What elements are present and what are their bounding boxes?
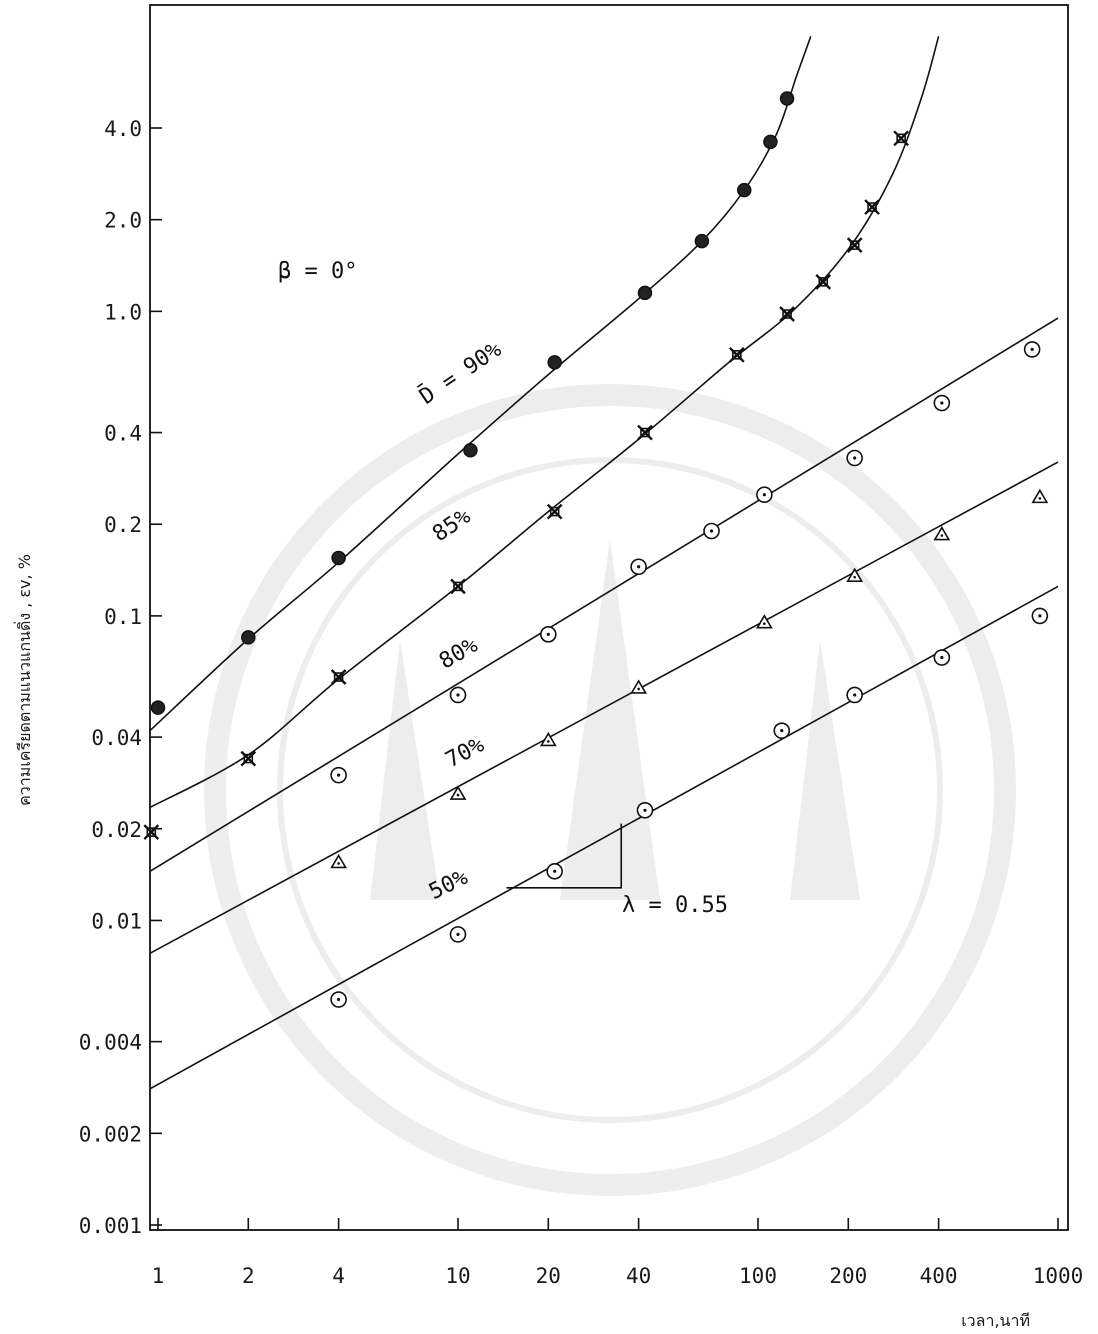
data-point-marker <box>864 199 880 215</box>
series-curve-1 <box>149 36 940 809</box>
y-axis-ticks: 0.001 0.002 0.004 0.01 0.02 0.04 0.1 0.2 0.4 1.0 2… <box>79 117 162 1238</box>
y-tick-label: 0.02 <box>91 818 142 842</box>
y-tick-label: 0.04 <box>91 726 142 750</box>
data-point-marker <box>539 731 557 747</box>
data-point-marker <box>330 853 348 869</box>
series-label: 80% <box>435 633 482 675</box>
slope-triangle <box>506 823 623 889</box>
data-point-marker <box>755 614 773 629</box>
x-tick-label: 20 <box>536 1264 561 1288</box>
data-point-marker <box>637 424 653 441</box>
y-tick-label: 0.001 <box>79 1214 142 1238</box>
data-point-marker <box>933 525 951 541</box>
data-point-marker <box>150 700 166 715</box>
data-point-marker <box>449 785 467 800</box>
data-point-marker <box>846 567 864 583</box>
series-label: 70% <box>442 732 489 773</box>
x-axis-title: เวลา,นาที <box>961 1311 1030 1330</box>
data-point-marker <box>330 766 347 784</box>
data-point-marker <box>450 578 466 595</box>
x-tick-label: 400 <box>920 1264 958 1288</box>
data-point-marker <box>630 558 647 576</box>
data-point-marker <box>1023 341 1041 358</box>
data-point-marker <box>846 686 863 704</box>
data-point-marker <box>630 679 648 694</box>
data-point-marker <box>779 306 795 322</box>
data-point-marker <box>728 346 745 363</box>
series-curve-4 <box>149 585 1059 1090</box>
data-point-marker <box>694 233 710 249</box>
x-tick-label: 10 <box>445 1264 470 1288</box>
y-tick-label: 0.002 <box>79 1122 142 1146</box>
y-tick-label: 4.0 <box>104 117 142 141</box>
data-point-marker <box>756 486 773 504</box>
data-point-marker <box>449 926 467 943</box>
y-tick-label: 0.01 <box>91 909 142 933</box>
data-point-marker <box>240 750 257 767</box>
y-axis-title: ความเครียดตามแนวแกนดิ่ง , εv, % <box>13 554 34 806</box>
x-axis-ticks: 1 2 4 10 20 40 100 200 400 1000 <box>152 1218 1084 1288</box>
data-point-marker <box>1031 488 1049 504</box>
data-point-marker <box>331 550 346 566</box>
x-tick-label: 40 <box>626 1264 651 1288</box>
x-tick-label: 100 <box>739 1264 777 1288</box>
lambda-annotation: λ = 0.55 <box>622 893 728 918</box>
data-point-marker <box>763 134 778 150</box>
x-tick-label: 200 <box>829 1264 867 1288</box>
data-point-marker <box>449 686 467 704</box>
y-tick-label: 2.0 <box>104 209 142 233</box>
series-label: D̄ = 90% <box>415 336 506 409</box>
data-point-marker <box>933 394 951 412</box>
data-point-marker <box>1031 607 1049 625</box>
data-point-marker <box>547 355 562 370</box>
data-point-marker <box>143 824 160 840</box>
data-point-marker <box>933 649 951 666</box>
y-tick-label: 0.004 <box>79 1031 142 1055</box>
data-point-marker <box>773 722 791 739</box>
data-point-marker <box>546 503 563 520</box>
watermark-seal <box>204 384 1016 1196</box>
y-tick-label: 1.0 <box>104 300 142 324</box>
data-point-marker <box>737 182 752 198</box>
beta-annotation: β = 0° <box>278 259 357 284</box>
x-tick-label: 2 <box>242 1264 255 1288</box>
data-point-marker <box>846 449 863 467</box>
series-curve-2 <box>149 317 1059 872</box>
data-point-marker <box>779 91 795 106</box>
data-point-marker <box>546 863 563 880</box>
data-point-marker <box>540 626 557 643</box>
y-tick-label: 0.1 <box>104 605 142 629</box>
data-point-marker <box>846 237 863 253</box>
data-point-marker <box>330 669 347 685</box>
series-curve-0 <box>149 36 812 732</box>
y-tick-label: 0.2 <box>104 513 142 537</box>
data-point-marker <box>330 991 347 1008</box>
x-tick-label: 1 <box>152 1264 165 1288</box>
y-tick-label: 0.4 <box>104 422 142 446</box>
data-point-marker <box>463 442 478 458</box>
data-point-marker <box>637 285 653 301</box>
x-tick-label: 1000 <box>1033 1264 1084 1288</box>
series-markers <box>143 91 1049 1008</box>
data-point-marker <box>241 630 256 645</box>
data-point-marker <box>893 130 909 147</box>
data-point-marker <box>636 801 654 819</box>
plot-frame <box>149 4 1069 1231</box>
series-curves <box>149 36 1059 1090</box>
series-curve-3 <box>149 461 1059 955</box>
x-tick-label: 4 <box>332 1264 345 1288</box>
data-point-marker <box>815 273 832 290</box>
data-point-marker <box>703 522 720 540</box>
